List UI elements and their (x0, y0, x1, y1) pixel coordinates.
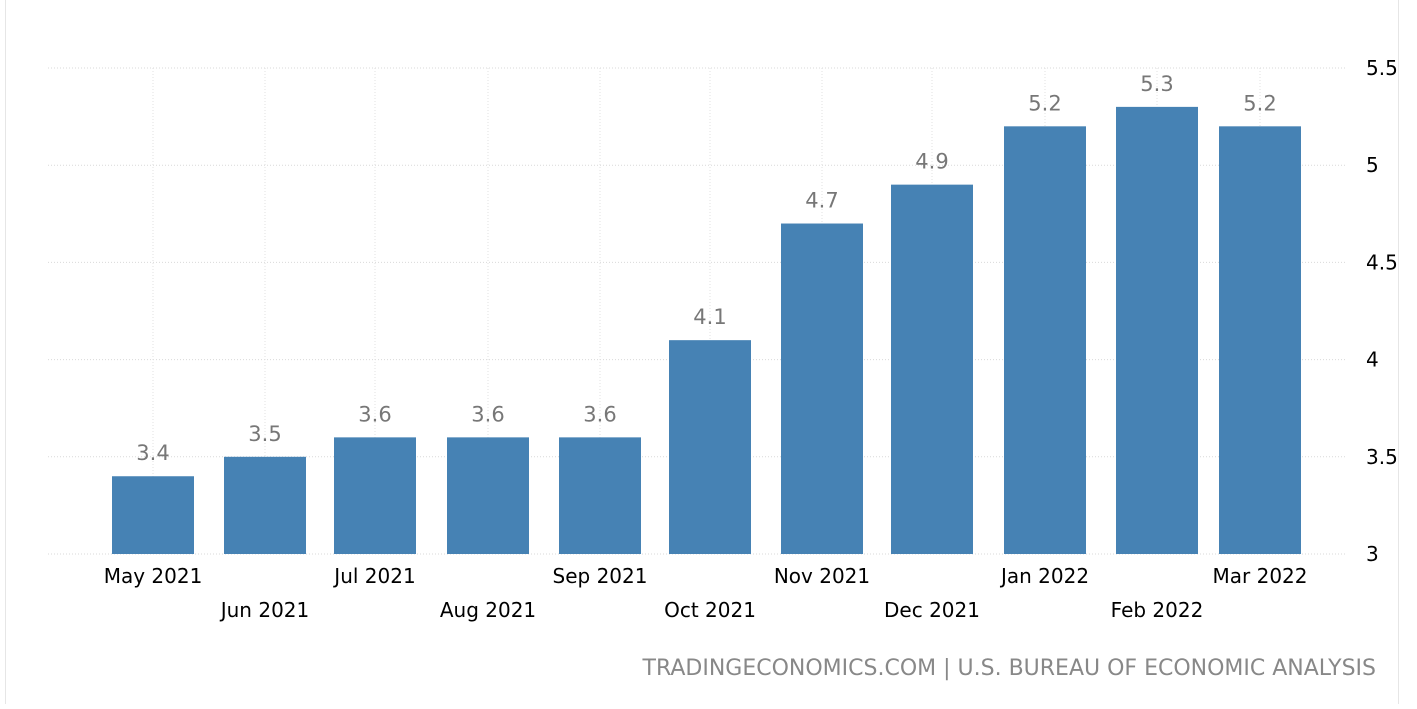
data-label: 4.9 (915, 150, 948, 174)
source-credit: TRADINGECONOMICS.COM | U.S. BUREAU OF EC… (642, 656, 1376, 681)
y-tick-label: 3.5 (1366, 445, 1398, 469)
x-tick-label: Sep 2021 (553, 564, 648, 588)
data-label: 3.4 (136, 441, 169, 465)
x-tick-label: Oct 2021 (664, 598, 756, 622)
data-label: 5.3 (1140, 72, 1173, 96)
x-tick-label: Nov 2021 (774, 564, 870, 588)
bar-mar-2022[interactable] (1219, 126, 1301, 554)
data-label: 3.5 (248, 422, 281, 446)
data-label: 4.1 (693, 305, 726, 329)
bar-jul-2021[interactable] (334, 437, 416, 554)
bar-may-2021[interactable] (112, 476, 194, 554)
x-tick-label: Dec 2021 (884, 598, 980, 622)
data-label: 4.7 (805, 189, 838, 213)
left-border (5, 0, 6, 704)
x-tick-label: May 2021 (104, 564, 203, 588)
data-label: 5.2 (1243, 91, 1276, 115)
bar-nov-2021[interactable] (781, 223, 863, 554)
y-tick-label: 4 (1366, 348, 1379, 372)
x-tick-label: Jun 2021 (219, 598, 310, 622)
bar-aug-2021[interactable] (447, 437, 529, 554)
x-tick-label: Jul 2021 (332, 564, 415, 588)
bar-dec-2021[interactable] (891, 184, 973, 554)
y-tick-label: 5.5 (1366, 56, 1398, 80)
data-label: 3.6 (358, 402, 391, 426)
bar-jan-2022[interactable] (1004, 126, 1086, 554)
bar-jun-2021[interactable] (224, 456, 306, 554)
data-label: 3.6 (471, 402, 504, 426)
x-tick-label: Feb 2022 (1111, 598, 1204, 622)
bar-feb-2022[interactable] (1116, 106, 1198, 554)
y-tick-label: 5 (1366, 153, 1379, 177)
x-tick-label: Mar 2022 (1213, 564, 1308, 588)
x-tick-label: Aug 2021 (440, 598, 536, 622)
data-label: 3.6 (583, 402, 616, 426)
x-tick-label: Jan 2022 (999, 564, 1089, 588)
y-tick-label: 3 (1366, 542, 1379, 566)
right-border (1398, 0, 1399, 704)
y-tick-label: 4.5 (1366, 250, 1398, 274)
data-label: 5.2 (1028, 91, 1061, 115)
bar-sep-2021[interactable] (559, 437, 641, 554)
bar-oct-2021[interactable] (669, 340, 751, 554)
